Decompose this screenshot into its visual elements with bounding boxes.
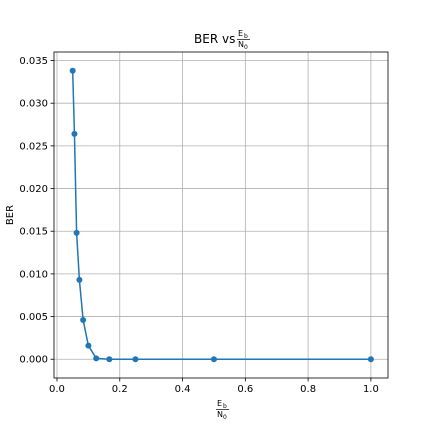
xlabel-frac-numerator: E	[217, 399, 222, 408]
data-point	[71, 130, 78, 137]
y-tick-label: 0.015	[19, 227, 48, 238]
title-frac-numerator: E	[238, 29, 243, 38]
y-tick-label: 0.005	[19, 312, 48, 323]
title-text: BER vs	[194, 32, 235, 46]
y-tick-label: 0.000	[19, 355, 48, 366]
tick-layer: 0.0 0.2 0.4 0.6 0.8 1.0 0.000 0.005 0.010 0.015 0.…	[19, 56, 378, 395]
chart-title: BER vs E b N 0	[194, 29, 250, 51]
y-tick-label: 0.025	[19, 141, 48, 152]
y-tick-label: 0.020	[19, 184, 48, 195]
x-tick-label: 0.6	[237, 384, 253, 395]
data-point	[76, 276, 83, 283]
data-point	[367, 356, 374, 363]
x-tick-label: 0.8	[300, 384, 316, 395]
xlabel-frac-denominator-sub: 0	[223, 414, 227, 421]
title-frac-numerator-sub: b	[244, 33, 248, 40]
data-point	[106, 356, 113, 363]
plot-frame	[53, 51, 389, 379]
data-point	[80, 316, 87, 323]
xlabel-frac-denominator: N	[217, 410, 223, 419]
data-point	[210, 356, 217, 363]
data-point	[93, 355, 100, 362]
data-point	[69, 67, 76, 74]
data-point	[73, 229, 80, 236]
y-tick-label: 0.030	[19, 99, 48, 110]
title-frac-denominator: N	[238, 40, 244, 49]
x-tick-label: 0.0	[49, 384, 65, 395]
x-tick-label: 1.0	[363, 384, 379, 395]
y-tick-label: 0.035	[19, 56, 48, 67]
grid-lines	[54, 52, 388, 378]
xlabel-frac-numerator-sub: b	[223, 403, 227, 410]
x-axis-label: E b N 0	[216, 399, 229, 421]
y-axis-label: BER	[5, 205, 16, 225]
y-tick-label: 0.010	[19, 269, 48, 280]
title-frac-denominator-sub: 0	[244, 44, 248, 51]
x-tick-label: 0.4	[175, 384, 191, 395]
x-tick-label: 0.2	[112, 384, 128, 395]
data-point	[85, 342, 92, 349]
data-point	[132, 356, 139, 363]
title-fraction: E b N 0	[237, 29, 250, 51]
series-layer	[69, 67, 374, 363]
